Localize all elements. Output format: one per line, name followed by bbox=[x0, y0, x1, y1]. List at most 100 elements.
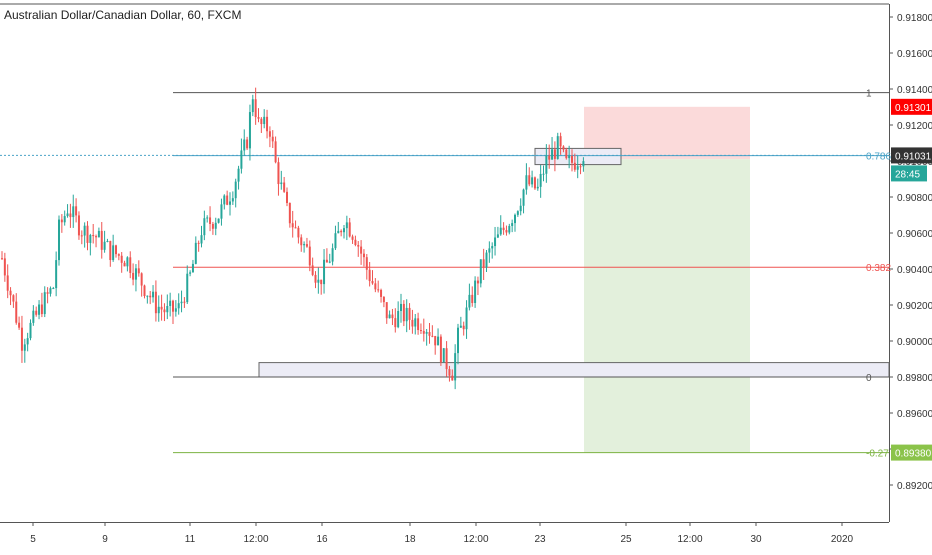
candle-body bbox=[211, 223, 214, 229]
candle-body bbox=[365, 257, 368, 270]
target-price-badge: 0.89380 bbox=[895, 449, 932, 460]
reward-zone bbox=[584, 159, 750, 453]
candle-body bbox=[382, 296, 385, 303]
stop-price-badge-bg bbox=[891, 98, 932, 115]
candle-body bbox=[169, 300, 172, 306]
x-tick-label: 11 bbox=[185, 534, 196, 545]
candle-body bbox=[140, 273, 143, 286]
candle-body bbox=[286, 191, 288, 204]
candle-body bbox=[305, 244, 308, 247]
candle-body bbox=[476, 280, 479, 284]
candle-body bbox=[522, 189, 525, 206]
candle-body bbox=[345, 222, 348, 229]
candle-body bbox=[468, 294, 471, 308]
x-tick-label: 5 bbox=[30, 534, 36, 545]
candle-body bbox=[40, 304, 43, 315]
candle-body bbox=[268, 131, 271, 137]
fib-level-label: -0.27 bbox=[866, 449, 889, 460]
candle-body bbox=[400, 303, 402, 312]
candle-body bbox=[157, 306, 160, 314]
candle-body bbox=[488, 248, 491, 253]
candle-body bbox=[297, 227, 300, 238]
candle-body bbox=[442, 348, 445, 363]
candle-body bbox=[519, 205, 522, 212]
candle-body bbox=[203, 218, 206, 236]
candle-body bbox=[340, 230, 343, 233]
x-tick-label: 23 bbox=[534, 534, 546, 545]
candle-body bbox=[260, 118, 263, 125]
candle-body bbox=[439, 336, 442, 363]
candle-body bbox=[385, 302, 388, 319]
candle-body bbox=[397, 311, 400, 328]
y-tick-label: 0.91800 bbox=[897, 13, 932, 24]
candle-body bbox=[234, 181, 237, 199]
candle-body bbox=[448, 369, 451, 376]
candle-body bbox=[274, 141, 277, 163]
candle-body bbox=[325, 259, 328, 263]
support-box bbox=[258, 362, 890, 378]
candle-body bbox=[180, 301, 183, 304]
candle-body bbox=[514, 214, 516, 224]
candle-body bbox=[388, 314, 391, 319]
stop-price-badge: 0.91301 bbox=[895, 103, 932, 114]
candle-body bbox=[323, 259, 326, 285]
candle-body bbox=[576, 166, 579, 170]
candle-body bbox=[117, 254, 120, 256]
candle-body bbox=[246, 139, 249, 149]
candle-body bbox=[337, 230, 340, 234]
candle-body bbox=[419, 330, 422, 332]
candle-body bbox=[1, 258, 3, 260]
candle-body bbox=[311, 265, 314, 275]
candle-body bbox=[172, 300, 174, 312]
candle-body bbox=[499, 227, 502, 235]
candle-body bbox=[137, 268, 140, 274]
candle-body bbox=[317, 279, 320, 283]
candle-body bbox=[525, 175, 528, 190]
candle-body bbox=[254, 99, 257, 118]
y-tick-label: 0.89800 bbox=[897, 373, 932, 384]
candle-body bbox=[263, 116, 266, 125]
candle-body bbox=[334, 233, 337, 249]
candle-body bbox=[579, 166, 582, 168]
y-tick-label: 0.91400 bbox=[897, 85, 932, 96]
candle-body bbox=[97, 230, 100, 238]
fib-level-label: 0.382 bbox=[866, 263, 891, 274]
y-tick-label: 0.89600 bbox=[897, 409, 932, 420]
candle-body bbox=[548, 155, 551, 160]
candle-body bbox=[428, 332, 431, 336]
candle-body bbox=[508, 225, 511, 233]
candle-body bbox=[531, 177, 534, 185]
candle-body bbox=[160, 306, 163, 310]
candle-body bbox=[123, 262, 126, 267]
y-tick-label: 0.90400 bbox=[897, 265, 932, 276]
candle-body bbox=[380, 289, 383, 297]
y-tick-label: 0.89200 bbox=[897, 481, 932, 492]
candle-body bbox=[194, 242, 197, 264]
fib-level-label: 0.786 bbox=[866, 152, 891, 163]
candle-body bbox=[496, 234, 499, 238]
candle-body bbox=[320, 279, 323, 285]
countdown-badge-bg bbox=[891, 165, 927, 182]
candle-body bbox=[152, 291, 155, 298]
y-tick-label: 0.90000 bbox=[897, 337, 932, 348]
candle-body bbox=[126, 257, 129, 267]
candle-body bbox=[229, 201, 231, 205]
y-tick-label: 0.90800 bbox=[897, 193, 932, 204]
candle-body bbox=[502, 227, 505, 231]
candle-body bbox=[183, 301, 186, 303]
candle-body bbox=[132, 272, 135, 280]
candle-body bbox=[505, 230, 508, 233]
candle-body bbox=[52, 288, 55, 290]
candle-body bbox=[405, 307, 408, 322]
candle-body bbox=[474, 280, 477, 304]
candle-body bbox=[294, 227, 297, 229]
candle-body bbox=[451, 375, 454, 381]
candle-body bbox=[174, 308, 177, 312]
candle-body bbox=[134, 268, 137, 280]
candle-body bbox=[248, 112, 251, 149]
candle-body bbox=[291, 223, 294, 228]
x-tick-label: 16 bbox=[316, 534, 328, 545]
candle-body bbox=[582, 161, 585, 167]
